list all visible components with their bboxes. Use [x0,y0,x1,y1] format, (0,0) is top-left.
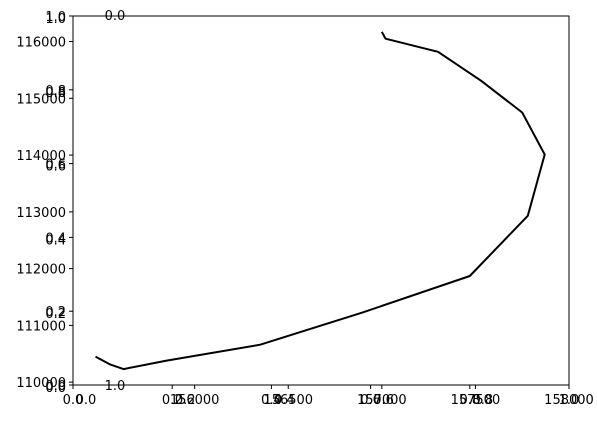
frame-x-tick-label: 1.0 [559,393,580,408]
data-x-tick-label: 157500 [451,393,501,408]
frame-y-tick-label: 1.0 [45,10,66,25]
frame-y-inner-tick-label: 0.2 [45,307,66,322]
overlap-bottom-label: 1.0 [105,379,126,394]
frame-y-tick-label: 0.2 [45,305,66,320]
frame-x-tick-label: 0.4 [261,393,282,408]
data-y-tick-label: 113000 [16,206,66,221]
data-y-tick-label: 115000 [16,92,66,107]
series-line-0 [95,31,546,371]
frame-x-inner-tick-label: 0.6 [373,393,394,408]
frame-x-tick-label: 0.8 [459,393,480,408]
data-y-tick-label: 110000 [16,376,66,391]
frame-y-tick-label: 0.0 [45,379,66,394]
data-x-tick-label: 156000 [170,393,220,408]
frame-x-tick-label: 0.6 [360,393,381,408]
frame-y-inner-tick-label: 1.0 [45,12,66,27]
data-y-tick-label: 116000 [16,36,66,51]
frame-y-tick-label: 0.6 [45,158,66,173]
frame-x-tick-label: 0.0 [63,393,84,408]
frame-y-inner-tick-label: 0.0 [45,381,66,396]
frame-x-inner-tick-label: 0.0 [76,393,97,408]
frame-y-tick-label: 0.4 [45,231,66,246]
series-group [95,31,546,371]
overlap-top-label: 0.0 [105,9,126,24]
frame-y-inner-tick-label: 0.6 [45,160,66,175]
frame-y-tick-label: 0.8 [45,84,66,99]
data-x-tick-label: 158000 [544,393,594,408]
frame-x-inner-tick-label: 0.8 [472,393,493,408]
data-x-tick-label: 157000 [357,393,407,408]
axes-group: 0.0 0.2 0.4 0.6 0.8 1.00.00.20.40.60.81.00.0 0… [16,9,593,408]
plot-frame [72,15,570,386]
data-y-tick-label: 114000 [16,149,66,164]
data-y-tick-label: 111000 [16,319,66,334]
frame-x-inner-tick-label: 0.4 [274,393,295,408]
frame-y-inner-tick-label: 0.4 [45,233,66,248]
frame-y-inner-tick-label: 0.8 [45,86,66,101]
data-x-tick-label: 156500 [263,393,313,408]
frame-x-inner-tick-label: 0.2 [175,393,196,408]
frame-x-tick-label: 0.2 [162,393,183,408]
data-y-tick-label: 112000 [16,263,66,278]
